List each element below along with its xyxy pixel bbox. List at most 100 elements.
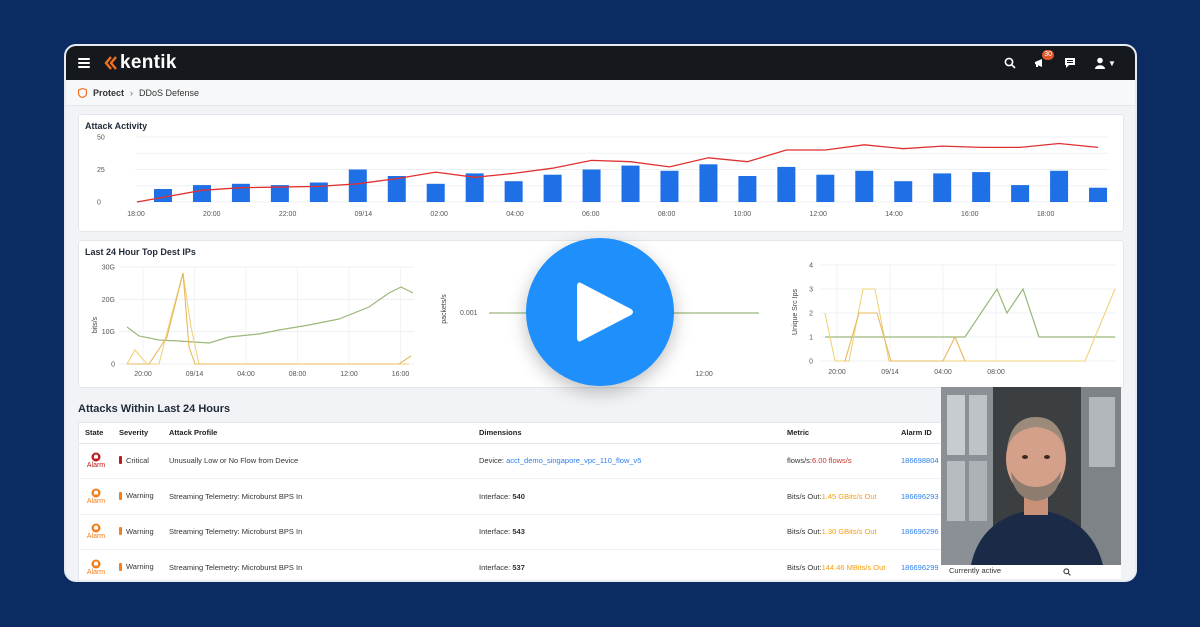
alarm-id-link[interactable]: 186698804 bbox=[901, 456, 939, 466]
attack-bar bbox=[192, 185, 211, 202]
alarm-icon bbox=[91, 488, 101, 498]
severity-label: Warning bbox=[126, 526, 154, 536]
notifications-icon[interactable]: 30 bbox=[1033, 50, 1054, 70]
attack-bar bbox=[348, 169, 367, 202]
attack-bar bbox=[777, 166, 796, 202]
video-caption: Currently active bbox=[941, 565, 1121, 579]
alarm-icon bbox=[91, 452, 101, 462]
alarm-id-link[interactable]: 186696296 bbox=[901, 527, 939, 537]
breadcrumb: Protect › DDoS Defense bbox=[66, 80, 1135, 106]
x-tick-label: 16:00 bbox=[961, 211, 979, 218]
metric-label: Bits/s Out: bbox=[787, 527, 822, 537]
metric-label: Bits/s Out: bbox=[787, 491, 822, 501]
attack-activity-title: Attack Activity bbox=[85, 121, 148, 131]
attack-bar bbox=[972, 172, 991, 202]
profile-cell: Streaming Telemetry: Microburst BPS In bbox=[163, 478, 473, 515]
metric-label: flows/s: bbox=[787, 456, 813, 466]
attack-bar bbox=[504, 181, 523, 202]
attack-bar bbox=[933, 173, 952, 202]
severity-label: Warning bbox=[126, 491, 154, 500]
dimension-cell: Interface: 537 bbox=[473, 549, 781, 580]
attack-activity-chart: 50 25 0 18:00 20:00 22:00 09/14 02:00 04:00 06:00… bbox=[97, 135, 1109, 218]
attack-bar bbox=[621, 165, 640, 202]
presenter-video[interactable] bbox=[941, 387, 1121, 565]
trend-line bbox=[136, 142, 1099, 203]
attack-bar bbox=[1011, 185, 1030, 202]
col-severity[interactable]: Severity bbox=[113, 423, 163, 444]
attack-bar bbox=[1089, 187, 1108, 202]
attack-bar bbox=[660, 170, 679, 202]
video-caption-text: Currently active bbox=[949, 566, 1002, 575]
state-cell: Alarm bbox=[79, 549, 113, 580]
chat-icon[interactable] bbox=[1063, 56, 1077, 70]
y-tick-label: 0 bbox=[97, 200, 101, 207]
search-icon[interactable] bbox=[1003, 56, 1017, 70]
col-metric[interactable]: Metric bbox=[781, 423, 895, 444]
x-tick-label: 08:00 bbox=[987, 369, 1005, 376]
metric-label: Bits/s Out: bbox=[787, 562, 822, 572]
attack-bar bbox=[816, 174, 835, 202]
metric-value: 144.46 MBits/s Out bbox=[821, 562, 886, 572]
state-label: Alarm bbox=[86, 568, 106, 576]
x-tick-label: 04:00 bbox=[237, 371, 255, 378]
brand-logo[interactable]: kentik bbox=[104, 52, 177, 74]
state-label: Alarm bbox=[86, 462, 106, 470]
attack-bar bbox=[231, 183, 250, 202]
severity-label: Critical bbox=[126, 455, 149, 465]
alarm-id-link[interactable]: 186696299 bbox=[901, 562, 939, 572]
state-cell: Alarm bbox=[79, 443, 113, 479]
profile-cell: Streaming Telemetry: Microburst BPS In bbox=[163, 549, 473, 580]
table-row[interactable]: Alarm Warning Streaming Telemetry: Micro… bbox=[79, 549, 957, 580]
dimension-value: 537 bbox=[512, 562, 525, 572]
breadcrumb-root[interactable]: Protect bbox=[93, 87, 125, 98]
attack-bar bbox=[543, 174, 562, 202]
x-tick-label: 09/14 bbox=[355, 211, 373, 218]
col-attack-profile[interactable]: Attack Profile bbox=[163, 423, 473, 444]
menu-icon[interactable] bbox=[78, 58, 90, 68]
x-tick-label: 10:00 bbox=[734, 211, 752, 218]
col-state[interactable]: State bbox=[79, 423, 113, 444]
series-line bbox=[844, 312, 966, 362]
x-tick-label: 04:00 bbox=[934, 369, 952, 376]
series-line bbox=[127, 272, 412, 365]
play-video-button[interactable] bbox=[526, 238, 674, 386]
x-tick-label: 02:00 bbox=[430, 211, 448, 218]
attack-bar bbox=[154, 189, 172, 202]
attack-bar bbox=[699, 164, 718, 202]
profile-cell: Unusually Low or No Flow from Device bbox=[163, 443, 473, 479]
x-tick-label: 09/14 bbox=[186, 371, 204, 378]
alarm-id-link[interactable]: 186696293 bbox=[901, 491, 939, 501]
top-navbar: kentik 30 ▼ bbox=[66, 46, 1135, 80]
x-tick-label: 20:00 bbox=[828, 369, 846, 376]
x-tick-label: 12:00 bbox=[809, 211, 827, 218]
top-dest-ips-title: Last 24 Hour Top Dest IPs bbox=[85, 247, 196, 257]
dimension-value: 540 bbox=[512, 491, 525, 501]
state-cell: Alarm bbox=[79, 478, 113, 515]
dimension-label: Interface: bbox=[479, 562, 511, 572]
attacks-section-title: Attacks Within Last 24 Hours bbox=[78, 403, 231, 415]
y-tick-label: 0.001 bbox=[460, 310, 478, 317]
attack-bar bbox=[1050, 170, 1069, 202]
table-row[interactable]: Alarm Warning Streaming Telemetry: Micro… bbox=[79, 514, 957, 550]
table-row[interactable]: Alarm Critical Unusually Low or No Flow … bbox=[79, 443, 957, 479]
series-line bbox=[824, 288, 1116, 362]
dimension-value: 543 bbox=[512, 527, 525, 537]
bits-axis-label: bits/s bbox=[92, 316, 99, 333]
user-menu-icon[interactable]: ▼ bbox=[1093, 56, 1117, 70]
attack-bar bbox=[309, 182, 328, 202]
attacks-table: State Severity Attack Profile Dimensions… bbox=[78, 422, 958, 580]
y-tick-label: 50 bbox=[97, 135, 105, 142]
chevron-down-icon: ▼ bbox=[1108, 58, 1116, 68]
x-tick-label: 20:00 bbox=[203, 211, 221, 218]
y-tick-label: 20G bbox=[102, 297, 115, 304]
severity-indicator bbox=[119, 527, 122, 535]
col-dimensions[interactable]: Dimensions bbox=[473, 423, 781, 444]
search-icon bbox=[1063, 568, 1071, 576]
table-row[interactable]: Alarm Warning Streaming Telemetry: Micro… bbox=[79, 478, 957, 515]
severity-cell: Warning bbox=[113, 514, 163, 550]
series-line bbox=[126, 272, 409, 365]
shield-icon bbox=[78, 87, 87, 98]
dimension-cell: Interface: 543 bbox=[473, 514, 781, 550]
dimension-value[interactable]: acct_demo_singapore_vpc_110_flow_v5 bbox=[506, 456, 642, 466]
severity-indicator bbox=[119, 562, 122, 571]
